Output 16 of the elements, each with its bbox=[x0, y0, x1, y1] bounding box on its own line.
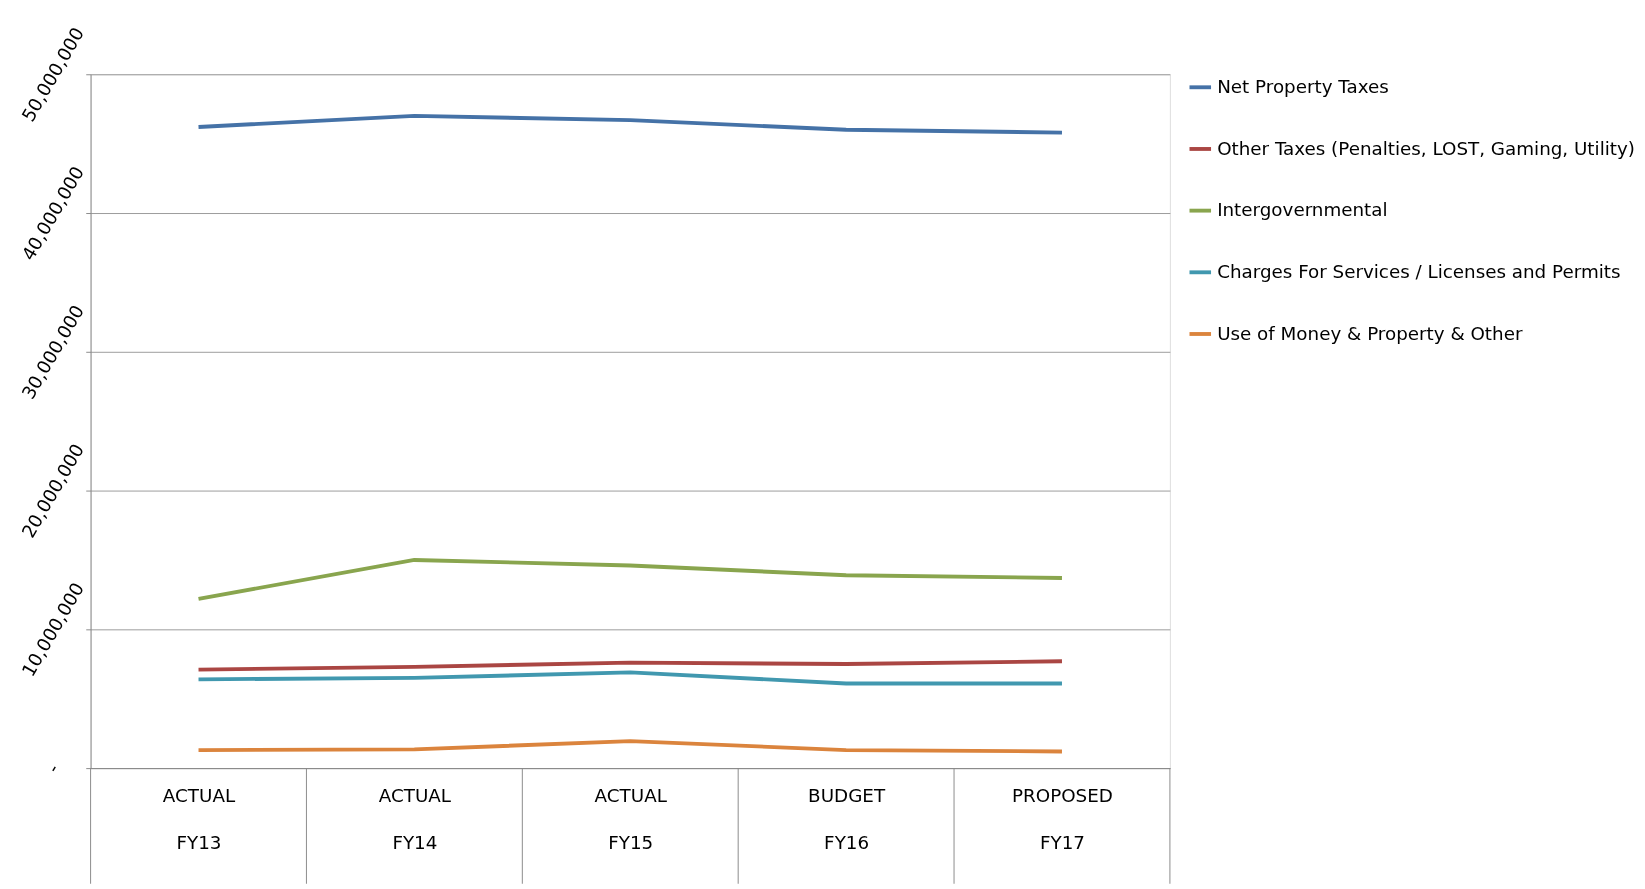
category-label: ACTUAL FY15 bbox=[594, 785, 667, 853]
line-series bbox=[196, 739, 1064, 754]
y-tick-label: - bbox=[42, 760, 64, 777]
legend-label: Charges For Services / Licenses and Permits bbox=[1217, 261, 1621, 283]
line-series bbox=[196, 659, 1064, 672]
category-label: ACTUAL FY13 bbox=[162, 785, 236, 853]
line-series bbox=[196, 113, 1064, 135]
legend-label: Use of Money & Property & Other bbox=[1217, 322, 1523, 344]
legend-label: Net Property Taxes bbox=[1217, 76, 1389, 98]
line-series bbox=[196, 670, 1064, 686]
legend-label: Other Taxes (Penalties, LOST, Gaming, Utility) bbox=[1217, 137, 1635, 159]
line-series bbox=[196, 558, 1064, 601]
category-label: ACTUAL FY14 bbox=[378, 785, 451, 853]
legend-label: Intergovernmental bbox=[1217, 199, 1388, 221]
category-label: PROPOSED FY17 bbox=[1012, 785, 1113, 853]
category-label: BUDGET FY16 bbox=[808, 785, 886, 853]
